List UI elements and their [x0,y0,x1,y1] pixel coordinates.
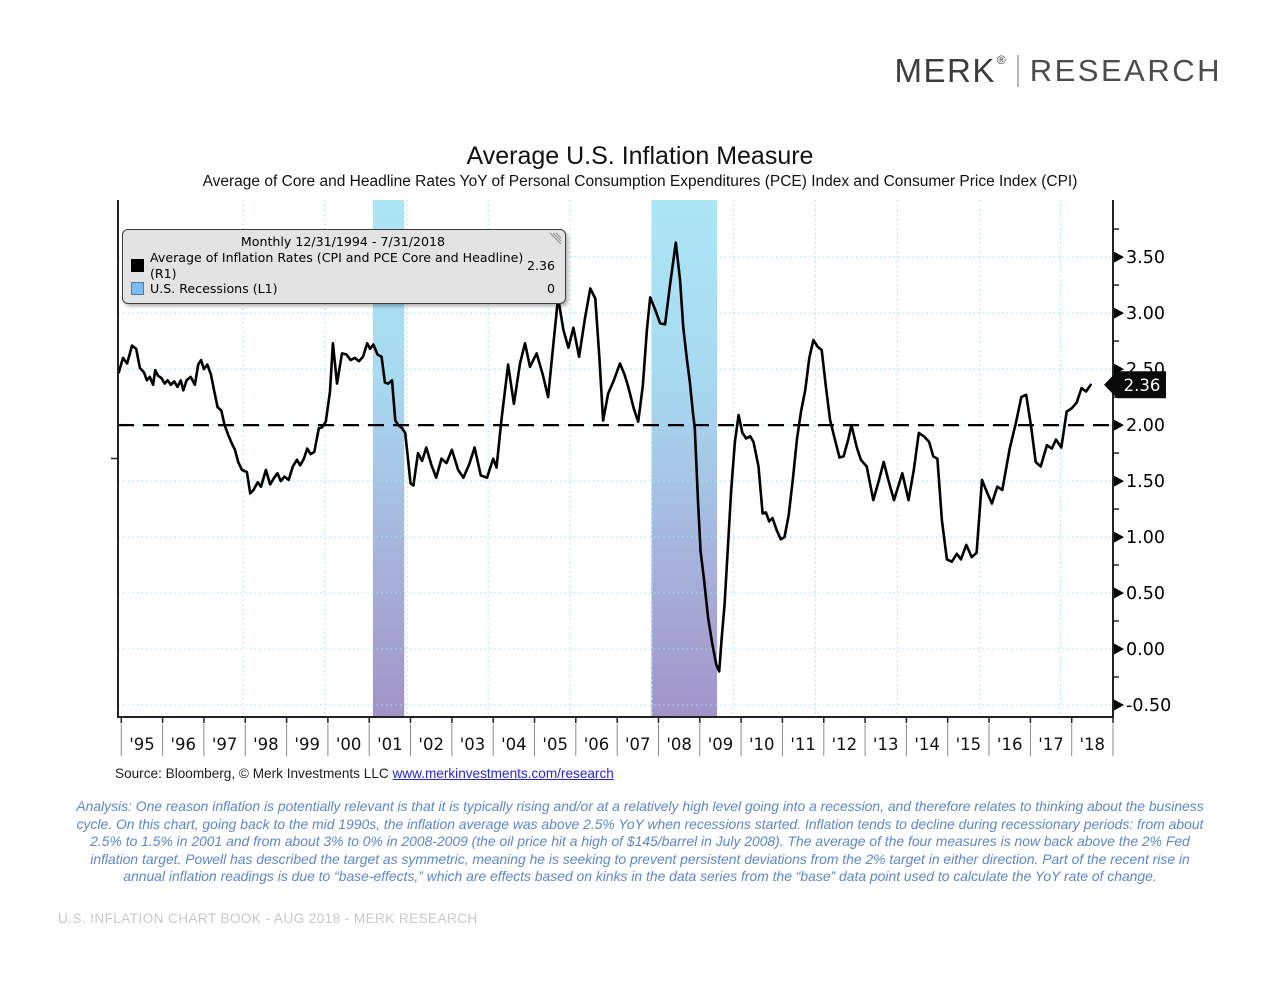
legend-swatch-inflation [131,259,144,272]
page-subtitle: Average of Core and Headline Rates YoY o… [202,173,1078,190]
svg-text:'04: '04 [501,735,527,754]
svg-text:'08: '08 [666,735,692,754]
svg-text:'99: '99 [294,735,320,754]
chart-legend: Monthly 12/31/1994 - 7/31/2018 Average o… [122,229,566,304]
legend-item-inflation: Average of Inflation Rates (CPI and PCE … [131,250,555,281]
svg-text:'11: '11 [790,735,816,754]
svg-text:1.50: 1.50 [1126,472,1165,492]
svg-text:'17: '17 [1038,735,1064,754]
legend-value: 2.36 [526,257,555,273]
source-line: Source: Bloomberg, © Merk Investments LL… [115,766,614,781]
footer-text: U.S. INFLATION CHART BOOK - AUG 2018 - M… [58,911,478,926]
brand-merk: MERK [894,52,996,89]
legend-corner-hatch-icon [549,232,562,245]
svg-text:'05: '05 [542,735,568,754]
analysis-text: Analysis: One reason inflation is potent… [76,798,1204,885]
svg-text:'97: '97 [212,735,238,754]
svg-text:0.50: 0.50 [1126,584,1165,604]
svg-text:'10: '10 [749,735,775,754]
registered-trademark-icon: ® [996,53,1006,67]
svg-text:'18: '18 [1080,735,1106,754]
legend-label: U.S. Recessions (L1) [150,281,278,296]
svg-text:3.50: 3.50 [1126,248,1165,268]
legend-item-recessions: U.S. Recessions (L1) 0 [131,281,555,297]
svg-text:'14: '14 [914,735,940,754]
svg-text:'07: '07 [625,735,651,754]
svg-text:2.36: 2.36 [1124,376,1161,395]
svg-text:'13: '13 [873,735,899,754]
svg-text:2.00: 2.00 [1126,416,1165,436]
svg-text:'95: '95 [129,735,155,754]
svg-text:'15: '15 [956,735,982,754]
brand-logo: MERK ® RESEARCH [895,52,1222,90]
legend-swatch-recessions [131,282,144,296]
legend-label: Average of Inflation Rates (CPI and PCE … [150,250,524,281]
svg-text:'00: '00 [336,735,362,754]
source-text: Source: Bloomberg, © Merk Investments LL… [115,766,393,781]
svg-text:'09: '09 [708,735,734,754]
svg-text:'06: '06 [584,735,610,754]
legend-value: 0 [546,281,555,296]
brand-research: RESEARCH [1029,53,1222,88]
svg-text:'98: '98 [253,735,279,754]
logo-divider [1016,55,1019,87]
svg-text:0.00: 0.00 [1126,640,1165,660]
page-title: Average U.S. Inflation Measure [466,142,814,170]
svg-text:'02: '02 [418,735,444,754]
svg-text:1.00: 1.00 [1126,528,1165,548]
svg-text:'96: '96 [171,735,197,754]
svg-text:3.00: 3.00 [1126,304,1165,324]
svg-text:'03: '03 [460,735,486,754]
source-link[interactable]: www.merkinvestments.com/research [392,766,614,781]
legend-period: Monthly 12/31/1994 - 7/31/2018 [240,234,446,249]
svg-text:'12: '12 [832,735,858,754]
svg-text:-0.50: -0.50 [1126,696,1171,716]
svg-text:'16: '16 [997,735,1023,754]
svg-text:'01: '01 [377,735,403,754]
